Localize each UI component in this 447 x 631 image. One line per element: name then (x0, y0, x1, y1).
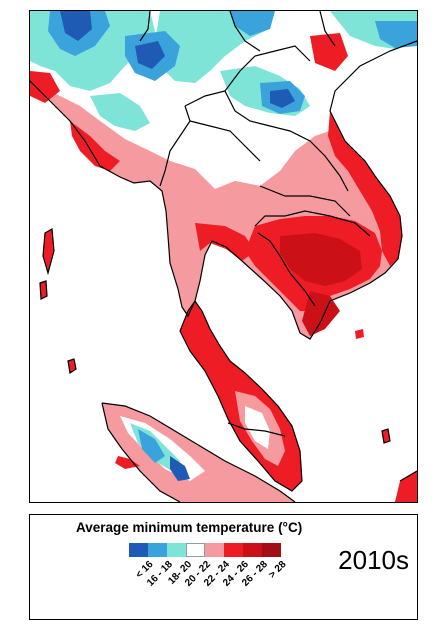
cool-patch-mid-4 (375, 21, 417, 48)
cool-patch-dark-2 (135, 41, 165, 69)
mekong-delta-hot (302, 291, 340, 336)
cool-patch-dark-1 (60, 11, 92, 41)
country-borders (30, 11, 417, 502)
temperature-map (29, 10, 418, 503)
borneo-fragment (395, 471, 417, 502)
legend-title: Average minimum temperature (°C) (76, 520, 303, 535)
legend: Average minimum temperature (°C) < 16 16… (29, 514, 418, 620)
cool-patch-dark-3 (270, 89, 295, 108)
west-coast-warm (70, 121, 120, 171)
decade-label: 2010s (338, 545, 409, 575)
sumatra-cool-dark (170, 456, 190, 481)
cool-patch-mid-5 (230, 11, 275, 36)
north-hot-spot-1 (310, 33, 348, 71)
island-4 (355, 329, 364, 339)
legend-swatches (129, 543, 281, 557)
sumatra-cool-mid (138, 429, 165, 463)
island-andaman-1 (43, 229, 54, 273)
gulf-coast-hot (195, 223, 255, 261)
cambodia-hottest (280, 233, 362, 286)
legend-swatch-18-20 (167, 543, 186, 557)
legend-swatch-26-28 (243, 543, 262, 557)
legend-swatch-22-24 (205, 543, 224, 557)
island-3 (115, 456, 140, 469)
cool-patch-light-5 (90, 93, 150, 131)
legend-swatch-20-22 (186, 543, 205, 557)
east-coast-hot (328, 111, 402, 266)
legend-labels: < 16 16 - 18 18- 20 20 - 22 22 - 24 24 -… (129, 559, 309, 619)
malay-peninsula-neutral (245, 406, 270, 449)
island-andaman-2 (40, 281, 47, 299)
legend-swatch-24-26 (224, 543, 243, 557)
legend-swatch-gt28 (262, 543, 281, 557)
legend-swatch-lt16 (129, 543, 148, 557)
legend-label: > 28 (267, 559, 289, 581)
north-hot-spot-2 (30, 71, 60, 103)
legend-swatch-16-18 (148, 543, 167, 557)
central-warm-band (170, 161, 365, 223)
